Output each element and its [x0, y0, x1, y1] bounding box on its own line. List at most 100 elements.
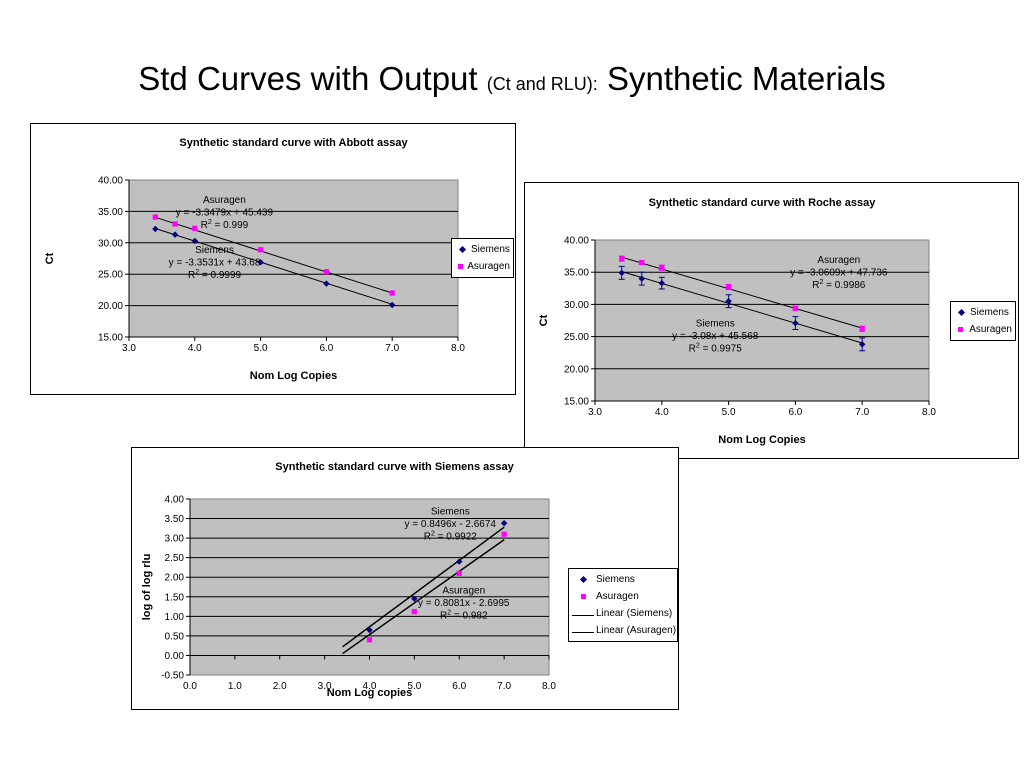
- line-marker-icon: [572, 615, 594, 616]
- y-tick-label: 2.50: [165, 553, 185, 564]
- legend-item-siemens: Siemens: [954, 304, 1012, 321]
- data-point-asuragen: [639, 259, 645, 266]
- equation-label: y = 0.8496x - 2.6674: [405, 519, 497, 530]
- trendline-asuragen: [342, 539, 505, 655]
- legend-item-asuragen: Asuragen: [954, 321, 1012, 338]
- diamond-marker-icon: [579, 575, 587, 584]
- legend-label: Siemens: [970, 307, 1009, 318]
- legend-item-linear-siemens: Linear (Siemens): [572, 605, 674, 622]
- y-tick-label: 25.00: [98, 270, 123, 281]
- y-tick-label: 40.00: [98, 176, 123, 187]
- data-point-asuragen: [792, 305, 798, 311]
- equation-label: y = -3.3479x + 45.439: [176, 208, 274, 219]
- equation-r2-label: R2 = 0.982: [440, 610, 488, 622]
- plot-area: [189, 498, 550, 676]
- data-point-siemens: [638, 275, 645, 282]
- y-tick-label: 0.00: [165, 651, 185, 662]
- y-tick-label: 15.00: [98, 333, 123, 344]
- legend-label: Siemens: [596, 574, 635, 585]
- square-marker-icon: [958, 327, 964, 332]
- data-point-siemens: [171, 231, 179, 238]
- data-point-asuragen: [659, 265, 665, 271]
- slide-title-main: Std Curves with Output: [138, 60, 478, 97]
- data-point-asuragen: [366, 637, 373, 643]
- y-tick-label: 3.50: [165, 514, 185, 525]
- data-point-asuragen: [456, 570, 462, 576]
- x-tick-label: 2.0: [273, 681, 287, 692]
- slide-title-end: Synthetic Materials: [606, 60, 886, 97]
- x-tick-label: 8.0: [542, 681, 556, 692]
- x-tick-label: 7.0: [855, 407, 869, 418]
- data-point-siemens: [456, 558, 463, 565]
- x-tick-label: 6.0: [788, 407, 802, 418]
- slide-title: Std Curves with Output (Ct and RLU): Syn…: [0, 60, 1024, 98]
- legend-label: Asuragen: [596, 591, 639, 602]
- roche-chart: Synthetic standard curve with Roche assa…: [524, 182, 1019, 459]
- data-point-siemens: [500, 520, 508, 527]
- legend-label: Asuragen: [969, 324, 1012, 335]
- data-point-siemens: [859, 341, 866, 348]
- square-marker-icon: [457, 264, 463, 269]
- data-point-asuragen: [411, 609, 417, 615]
- line-marker-icon: [572, 632, 594, 633]
- x-axis-label: Nom Log Copies: [250, 370, 337, 382]
- x-tick-label: 7.0: [385, 343, 399, 354]
- chart-title: Synthetic standard curve with Abbott ass…: [179, 137, 408, 149]
- abbott-chart: Synthetic standard curve with Abbott ass…: [30, 123, 516, 395]
- x-tick-label: 7.0: [497, 681, 511, 692]
- data-point-asuragen: [192, 225, 198, 231]
- legend-label: Linear (Siemens): [596, 608, 673, 619]
- x-tick-label: 3.0: [318, 681, 332, 692]
- y-axis-label: Ct: [538, 314, 550, 326]
- x-tick-label: 5.0: [722, 407, 736, 418]
- diamond-marker-icon: [458, 245, 466, 254]
- y-tick-label: 30.00: [98, 238, 123, 249]
- siemens-legend: Siemens Asuragen Linear (Siemens) Linear…: [568, 568, 678, 642]
- equation-r2-label: R2 = 0.9999: [188, 269, 242, 281]
- x-tick-label: 6.0: [319, 343, 333, 354]
- y-tick-label: 1.50: [165, 592, 185, 603]
- equation-series-label: Siemens: [195, 245, 234, 256]
- equation-r2-label: R2 = 0.9986: [812, 279, 866, 291]
- y-tick-label: 0.50: [165, 631, 185, 642]
- y-tick-label: 15.00: [564, 397, 589, 408]
- x-axis-label: Nom Log Copies: [718, 434, 805, 446]
- plot-area: [594, 239, 930, 402]
- y-tick-label: 3.00: [165, 534, 185, 545]
- abbott-legend: Siemens Asuragen: [451, 238, 514, 278]
- x-axis-label: Nom Log copies: [327, 687, 413, 699]
- diamond-marker-icon: [957, 308, 965, 317]
- abbott-chart-svg: Synthetic standard curve with Abbott ass…: [44, 137, 465, 382]
- equation-label: y = -3.08x + 45.568: [672, 331, 759, 342]
- plot-area: [128, 179, 459, 338]
- data-point-siemens: [191, 237, 198, 245]
- y-axis-label: Ct: [44, 252, 56, 264]
- legend-item-siemens: Siemens: [572, 571, 674, 588]
- legend-item-asuragen: Asuragen: [455, 258, 510, 275]
- x-tick-label: 5.0: [254, 343, 268, 354]
- data-point-asuragen: [172, 221, 178, 227]
- data-point-asuragen: [258, 247, 264, 253]
- legend-label: Linear (Asuragen): [596, 625, 677, 636]
- data-point-siemens: [323, 280, 330, 287]
- x-tick-label: 1.0: [228, 681, 242, 692]
- data-point-siemens: [257, 259, 264, 266]
- data-point-asuragen: [152, 214, 158, 220]
- data-point-siemens: [411, 595, 418, 602]
- siemens-chart: Synthetic standard curve with Siemens as…: [131, 447, 679, 710]
- data-point-asuragen: [726, 284, 732, 290]
- x-tick-label: 0.0: [183, 681, 197, 692]
- x-tick-label: 8.0: [451, 343, 465, 354]
- data-point-asuragen: [501, 531, 507, 537]
- roche-chart-svg: Synthetic standard curve with Roche assa…: [538, 197, 936, 446]
- data-point-asuragen: [389, 290, 395, 296]
- equation-label: y = -3.0609x + 47.736: [790, 268, 888, 279]
- square-marker-icon: [580, 594, 586, 599]
- equation-r2-label: R2 = 0.9975: [689, 342, 743, 354]
- equation-r2-label: R2 = 0.9922: [424, 531, 478, 543]
- y-axis-label: log of log rlu: [141, 554, 153, 621]
- y-tick-label: 30.00: [564, 300, 589, 311]
- y-tick-label: 35.00: [98, 207, 123, 218]
- equation-series-label: Asuragen: [817, 255, 860, 266]
- equation-series-label: Asuragen: [203, 195, 246, 206]
